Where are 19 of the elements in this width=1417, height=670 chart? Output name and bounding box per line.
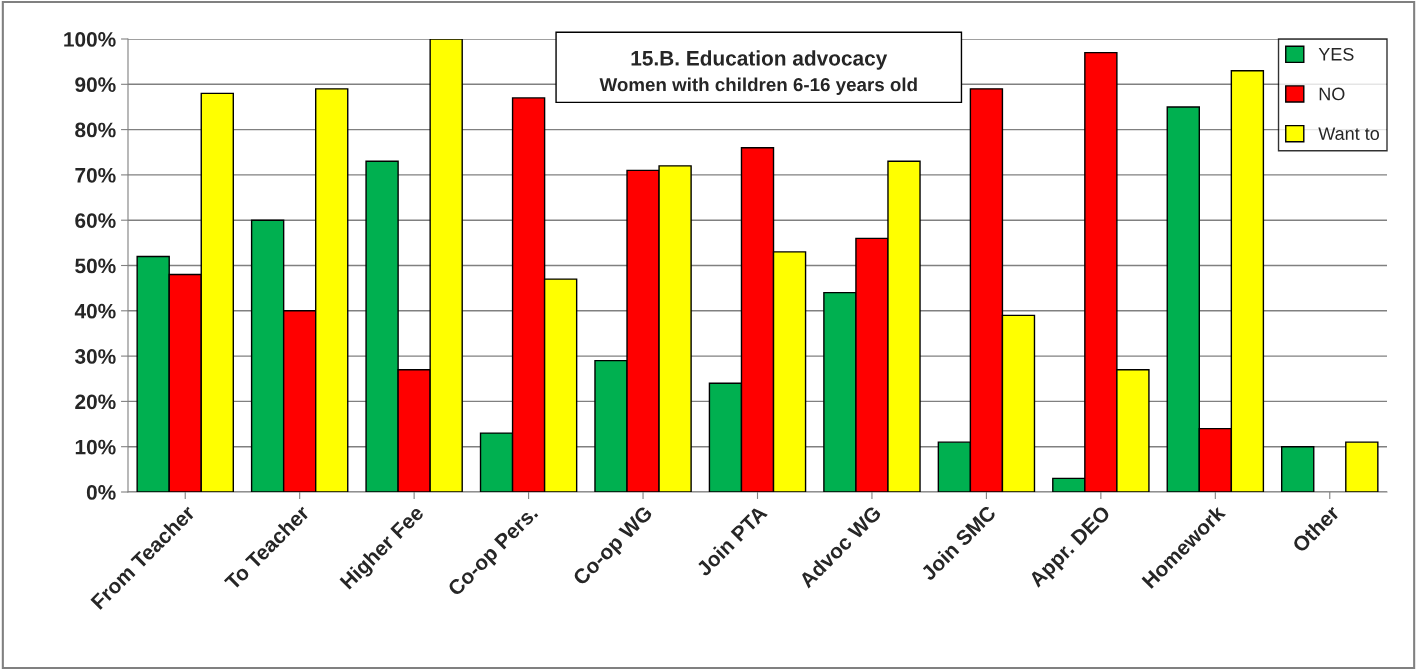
y-tick-label: 0%	[86, 485, 116, 500]
text: 15.B. Education advocacy	[631, 50, 888, 70]
y-tick-label: 20%	[75, 394, 116, 410]
bar	[1281, 446, 1315, 492]
y-tick-label: 30%	[74, 349, 116, 364]
y-tick-label: 100%	[64, 32, 116, 47]
bar	[1345, 441, 1379, 492]
y-tick-label: 70%	[75, 167, 116, 183]
legend-label: Want to	[1318, 127, 1380, 141]
y-tick-label: 90%	[75, 77, 116, 93]
y-tick-label: 40%	[74, 303, 116, 319]
y-tick-label: 80%	[75, 122, 116, 138]
y-tick-label: 50%	[75, 258, 116, 274]
y-tick-label: 60%	[75, 213, 116, 228]
y-tick-label: 10%	[75, 439, 116, 455]
text: Women with children 6-16 years old	[599, 77, 917, 95]
legend-label: YES	[1318, 47, 1354, 61]
legend-label: NO	[1319, 87, 1345, 101]
x-tick-label: Join PTA	[694, 504, 768, 578]
